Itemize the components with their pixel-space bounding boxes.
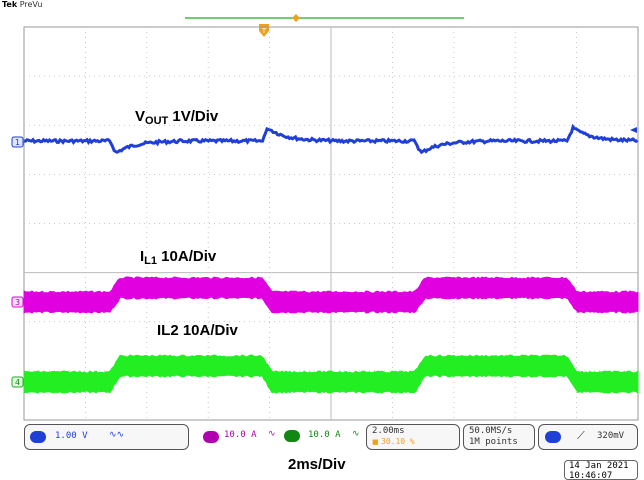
time-label: 10:46:07 [569,471,613,480]
channel-1-annotation: VOUT 1V/Div [135,108,219,127]
channel-1-scale-box[interactable]: 1.00 V ∿∿ [24,424,219,450]
channel-4-waveform [23,354,639,394]
svg-text:1: 1 [15,138,20,147]
channel-3-coupling-icon: ∿ [268,429,276,439]
channel-1-scale: 1.00 V [55,431,88,441]
time-per-div-annotation: 2ms/Div [288,456,346,473]
date-label: 14 Jan 2021 [569,461,629,471]
channel-1-ground-marker[interactable]: 1 [11,136,24,148]
status-bar: 1.00 V ∿∿ 10.0 A ∿ 10.0 A ∿ 2.00ms ■ 30.… [24,424,638,452]
channel-3-4-scale-box[interactable]: 10.0 A ∿ 10.0 A ∿ [194,424,364,450]
rising-edge-icon: ⟋ [577,429,585,442]
svg-text:3: 3 [15,298,20,307]
channel-4-ground-marker[interactable]: 4 [11,376,24,388]
trigger-level-arrow-icon[interactable] [630,127,637,133]
timebase-position: 30.10 % [381,437,415,446]
channel-3-ground-marker[interactable]: 3 [11,296,24,308]
channel-4-annotation: IL2 10A/Div [157,322,238,339]
record-length: 1M points [469,437,518,447]
sample-rate: 50.0MS/s [469,426,513,436]
trigger-source-chip [545,431,561,443]
channel-4-chip [284,430,300,442]
timebase-box[interactable]: 2.00ms ■ 30.10 % [366,424,460,450]
timebase-position-icon: ■ [372,438,379,446]
graticule-grid [24,27,638,420]
channel-1-chip [30,431,46,443]
channel-1-waveform [23,123,639,155]
channel-4-coupling-icon: ∿ [352,429,360,439]
record-position-marker [292,14,300,22]
date-time-box: 14 Jan 2021 10:46:07 [564,460,638,480]
channel-3-scale: 10.0 A [224,430,257,440]
channel-3-annotation: IL1 10A/Div [140,248,217,267]
trigger-position-letter: T [261,27,267,35]
channel-3-chip [203,431,219,443]
svg-text:4: 4 [15,378,20,387]
channel-3-waveform [23,276,639,314]
channel-4-scale: 10.0 A [308,430,341,440]
brand: Tek PreVu [2,0,42,9]
acquisition-mode: PreVu [19,0,43,9]
timebase-per-div: 2.00ms [372,426,405,436]
bandwidth-limit-icon: ∿∿ [109,430,125,440]
brand-name: Tek [2,0,18,9]
trigger-level: 320mV [597,431,625,441]
acquisition-box[interactable]: 50.0MS/s 1M points [463,424,535,450]
trigger-box[interactable]: ⟋ 320mV [538,424,638,450]
